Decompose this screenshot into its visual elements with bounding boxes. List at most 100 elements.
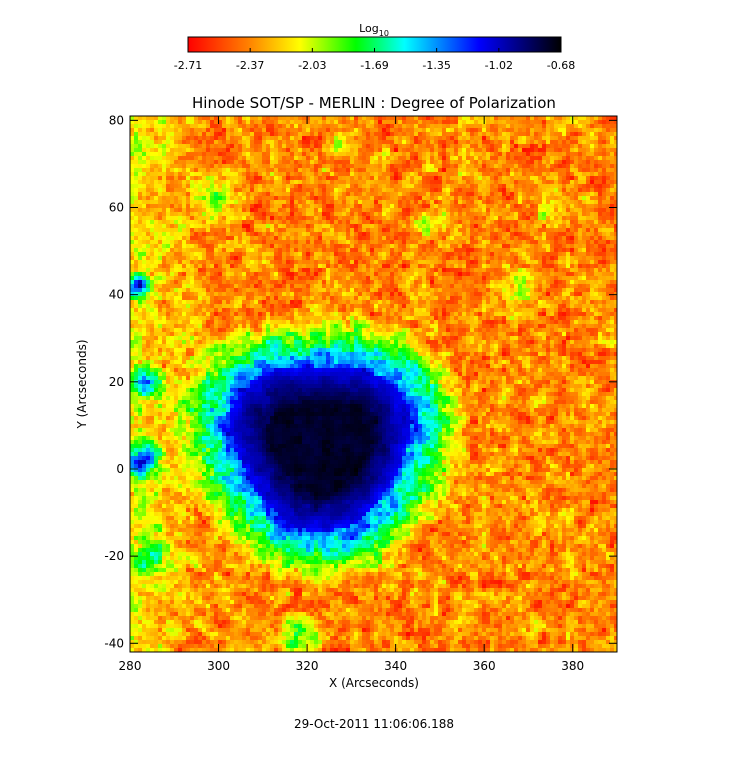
heatmap-cell xyxy=(470,188,474,192)
heatmap-cell xyxy=(258,144,262,148)
heatmap-cell xyxy=(486,192,490,196)
heatmap-cell xyxy=(206,260,210,264)
heatmap-cell xyxy=(314,152,318,156)
heatmap-cell xyxy=(474,200,478,204)
heatmap-cell xyxy=(318,240,322,244)
heatmap-cell xyxy=(434,208,438,212)
heatmap-cell xyxy=(398,276,402,280)
heatmap-cell xyxy=(358,180,362,184)
heatmap-cell xyxy=(282,152,286,156)
heatmap-cell xyxy=(398,120,402,124)
heatmap-cell xyxy=(290,128,294,132)
heatmap-cell xyxy=(146,168,150,172)
heatmap-cell xyxy=(210,128,214,132)
heatmap-cell xyxy=(586,184,590,188)
heatmap-cell xyxy=(162,212,166,216)
heatmap-cell xyxy=(370,144,374,148)
heatmap-cell xyxy=(174,160,178,164)
heatmap-cell xyxy=(178,192,182,196)
heatmap-cell xyxy=(202,260,206,264)
heatmap-cell xyxy=(454,196,458,200)
heatmap-cell xyxy=(294,200,298,204)
heatmap-cell xyxy=(522,180,526,184)
heatmap-cell xyxy=(350,188,354,192)
heatmap-cell xyxy=(534,240,538,244)
heatmap-cell xyxy=(546,228,550,232)
heatmap-cell xyxy=(402,176,406,180)
heatmap-cell xyxy=(522,196,526,200)
heatmap-cell xyxy=(558,168,562,172)
heatmap-cell xyxy=(226,160,230,164)
heatmap-cell xyxy=(558,172,562,176)
heatmap-cell xyxy=(366,160,370,164)
heatmap-cell xyxy=(206,196,210,200)
heatmap-cell xyxy=(374,268,378,272)
heatmap-cell xyxy=(242,228,246,232)
heatmap-cell xyxy=(478,176,482,180)
heatmap-cell xyxy=(138,208,142,212)
heatmap-cell xyxy=(174,136,178,140)
heatmap-cell xyxy=(458,268,462,272)
heatmap-cell xyxy=(558,188,562,192)
heatmap-cell xyxy=(306,140,310,144)
heatmap-cell xyxy=(570,204,574,208)
heatmap-cell xyxy=(222,272,226,276)
heatmap-cell xyxy=(198,200,202,204)
heatmap-cell xyxy=(566,248,570,252)
heatmap-cell xyxy=(190,276,194,280)
heatmap-cell xyxy=(146,164,150,168)
heatmap-cell xyxy=(482,192,486,196)
heatmap-cell xyxy=(542,168,546,172)
heatmap-cell xyxy=(610,240,614,244)
heatmap-cell xyxy=(514,180,518,184)
heatmap-cell xyxy=(550,216,554,220)
heatmap-cell xyxy=(218,144,222,148)
heatmap-cell xyxy=(310,240,314,244)
heatmap-cell xyxy=(154,196,158,200)
heatmap-cell xyxy=(462,276,466,280)
heatmap-cell xyxy=(542,216,546,220)
heatmap-cell xyxy=(310,164,314,168)
heatmap-cell xyxy=(138,152,142,156)
heatmap-cell xyxy=(226,132,230,136)
heatmap-cell xyxy=(150,172,154,176)
heatmap-cell xyxy=(578,152,582,156)
heatmap-cell xyxy=(534,248,538,252)
heatmap-cell xyxy=(322,180,326,184)
heatmap-cell xyxy=(330,116,334,120)
heatmap-cell xyxy=(450,204,454,208)
heatmap-cell xyxy=(182,204,186,208)
heatmap-cell xyxy=(270,132,274,136)
heatmap-cell xyxy=(494,144,498,148)
heatmap-cell xyxy=(362,140,366,144)
heatmap-cell xyxy=(134,248,138,252)
heatmap-cell xyxy=(570,188,574,192)
heatmap-cell xyxy=(542,204,546,208)
heatmap-cell xyxy=(170,192,174,196)
heatmap-cell xyxy=(242,172,246,176)
heatmap-cell xyxy=(442,232,446,236)
heatmap-cell xyxy=(354,168,358,172)
heatmap-cell xyxy=(142,164,146,168)
heatmap-cell xyxy=(146,128,150,132)
heatmap-cell xyxy=(454,124,458,128)
heatmap-cell xyxy=(210,156,214,160)
heatmap-cell xyxy=(538,212,542,216)
heatmap-cell xyxy=(586,264,590,268)
heatmap-cell xyxy=(394,272,398,276)
heatmap-cell xyxy=(406,260,410,264)
heatmap-cell xyxy=(438,236,442,240)
heatmap-cell xyxy=(394,268,398,272)
heatmap-cell xyxy=(598,240,602,244)
heatmap-cell xyxy=(614,240,617,244)
heatmap-cell xyxy=(330,180,334,184)
heatmap-cell xyxy=(518,172,522,176)
heatmap-cell xyxy=(314,212,318,216)
heatmap-cell xyxy=(310,204,314,208)
heatmap-cell xyxy=(450,212,454,216)
heatmap-cell xyxy=(518,276,522,280)
heatmap-cell xyxy=(490,128,494,132)
heatmap-cell xyxy=(290,188,294,192)
heatmap-cell xyxy=(310,116,314,120)
heatmap-cell xyxy=(298,172,302,176)
